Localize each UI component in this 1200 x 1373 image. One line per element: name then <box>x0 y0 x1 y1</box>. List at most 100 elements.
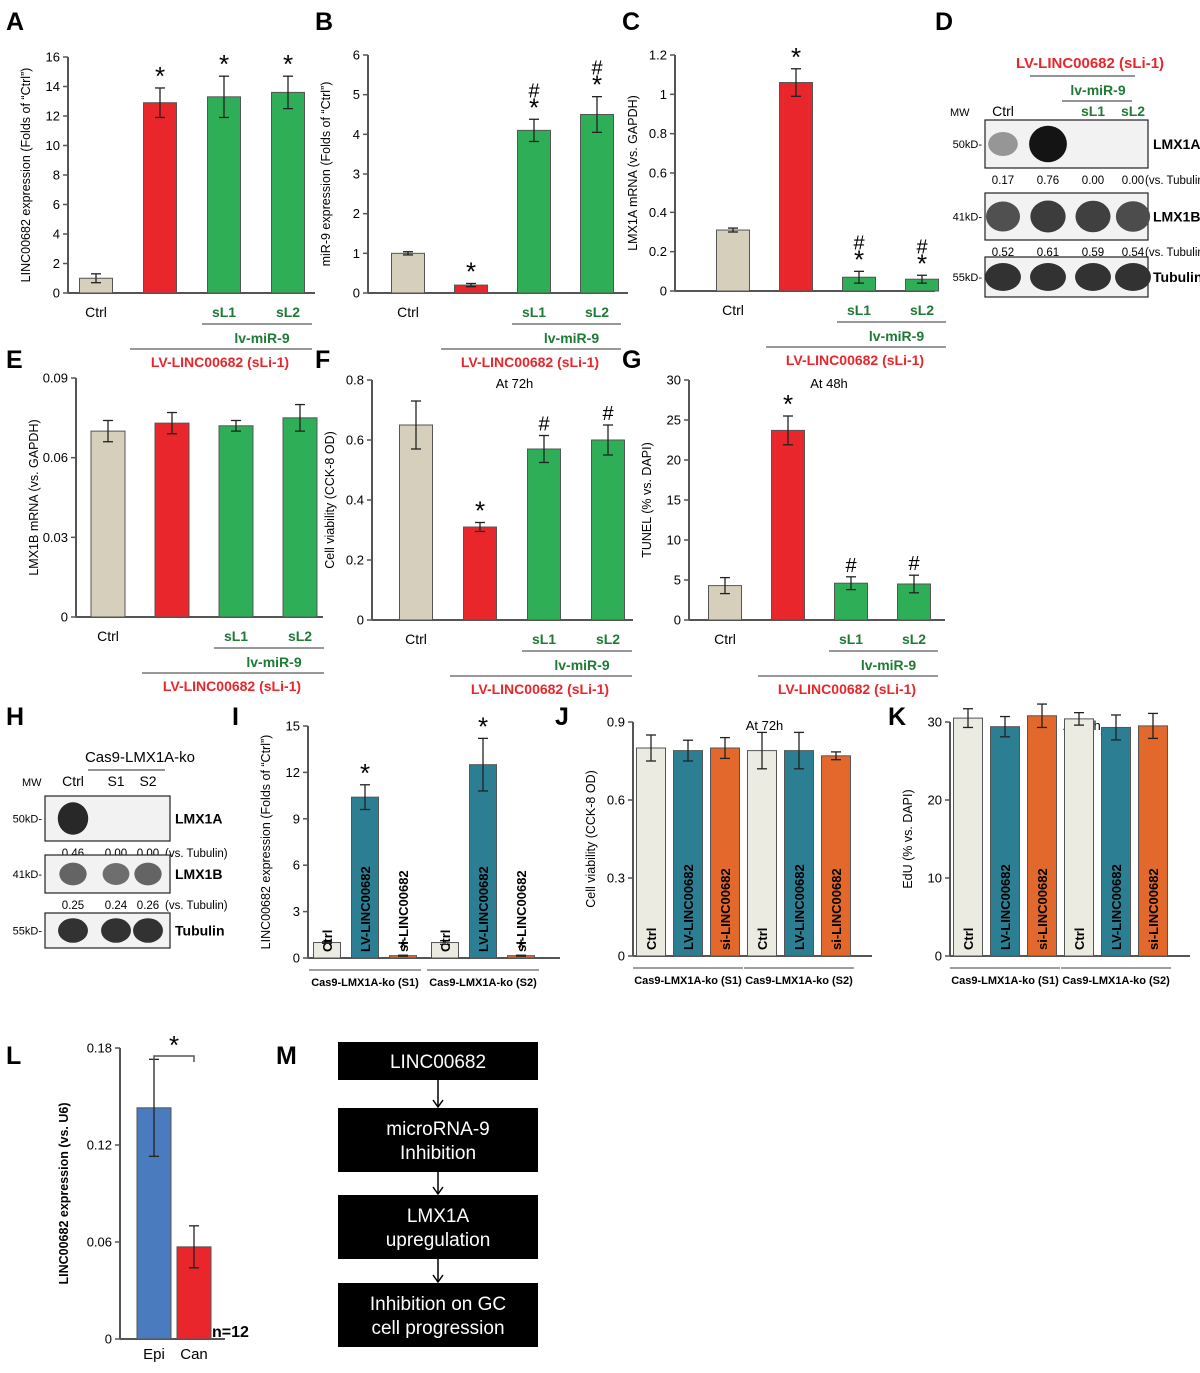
y-axis-label: EdU (% vs. DAPI) <box>901 789 915 888</box>
y-tick-label: 1.2 <box>649 48 667 63</box>
y-tick-label: 0.06 <box>43 450 68 465</box>
y-tick-label: 0 <box>618 949 625 964</box>
y-axis-label: Cell viability (CCK-8 OD) <box>584 770 598 908</box>
y-tick-label: 16 <box>46 50 60 65</box>
blot-band <box>988 132 1018 156</box>
y-tick-label: 4 <box>353 127 360 142</box>
flow-step-line: LMX1A <box>407 1206 470 1227</box>
blot-band <box>1115 201 1151 232</box>
bar <box>282 417 318 618</box>
bar-label: Ctrl <box>961 928 976 950</box>
bar <box>673 750 703 957</box>
y-tick-label: 0 <box>357 613 364 628</box>
x-tick-label: Ctrl <box>97 628 119 644</box>
bar <box>821 755 851 957</box>
bracket-label: lv-miR-9 <box>246 654 301 670</box>
flow-arrowhead <box>432 1186 444 1196</box>
panel-label-d: D <box>935 8 953 36</box>
protein-label: LMX1B <box>1153 209 1200 225</box>
x-tick-label: sL2 <box>596 631 620 647</box>
blot-band <box>59 862 87 886</box>
group-label: LV-LINC00682 (sLi-1) <box>163 678 301 694</box>
flow-step-text: LMX1A upregulation <box>386 1206 491 1251</box>
y-tick-label: 30 <box>667 373 681 388</box>
group-label: Cas9-LMX1A-ko (S2) <box>1062 975 1170 987</box>
quant-value: 0.17 <box>992 175 1014 187</box>
bar <box>1064 718 1094 957</box>
significance-mark: * <box>478 711 488 741</box>
x-tick-label: sL2 <box>585 304 609 320</box>
significance-mark: # <box>845 555 857 577</box>
x-tick-label: Can <box>180 1346 208 1363</box>
y-tick-label: 12 <box>46 109 60 124</box>
significance-mark: * <box>783 389 793 419</box>
protein-label: LMX1A <box>175 811 222 827</box>
quant-value: 0.76 <box>1037 175 1059 187</box>
quant-value: 0.25 <box>62 900 84 912</box>
y-tick-label: 0.03 <box>43 530 68 545</box>
significance-mark: * <box>529 92 539 122</box>
group-label: LV-LINC00682 (sLi-1) <box>786 352 924 368</box>
chart-e: 0 0.03 0.06 0.09 LMX1B mRNA (vs. GAPDH) Ctrl s… <box>27 371 324 694</box>
bracket-label: lv-miR-9 <box>861 657 916 673</box>
chart-l: 0 0.06 0.12 0.18 LINC00682 expression (vs. U… <box>57 1030 249 1363</box>
bar <box>771 429 805 621</box>
blot-band <box>133 918 163 943</box>
lane-label: Ctrl <box>992 103 1014 119</box>
bar-label: LV-LINC00682 <box>476 866 491 952</box>
lane-label: sL2 <box>1121 103 1145 119</box>
bar-label: si-LINC00682 <box>1035 868 1050 950</box>
bar-label: Ctrl <box>438 930 453 952</box>
bar-label: LV-LINC00682 <box>792 864 807 950</box>
x-tick-label: sL2 <box>902 631 926 647</box>
panel-label-g: G <box>622 346 641 374</box>
bar <box>747 750 777 957</box>
y-tick-label: 0.12 <box>87 1138 112 1153</box>
bar <box>784 750 814 957</box>
y-tick-label: 14 <box>46 79 60 94</box>
y-tick-label: 0 <box>935 949 942 964</box>
flow-step-line: upregulation <box>386 1230 491 1251</box>
panel-label-f: F <box>315 346 330 374</box>
bar <box>990 726 1020 957</box>
chart-g: 0 5 10 15 20 25 30 TUNEL (% vs. DAPI) At 48h Ctrl… <box>640 373 945 697</box>
blot-band <box>1075 200 1111 233</box>
bar-label: si-LINC00682 <box>514 870 529 952</box>
blot-title: Cas9-LMX1A-ko <box>85 749 195 766</box>
y-tick-label: 6 <box>53 197 60 212</box>
blot-band <box>1030 263 1066 291</box>
y-axis-label: Cell viability (CCK-8 OD) <box>323 431 337 569</box>
significance-mark: # <box>908 553 920 575</box>
chart-title: At 72h <box>746 718 784 733</box>
significance-mark: * <box>592 70 602 100</box>
blot-band <box>1075 263 1111 291</box>
y-tick-label: 1 <box>660 87 667 102</box>
significance-mark: * <box>283 49 293 79</box>
significance-mark: * <box>169 1030 179 1060</box>
y-tick-label: 8 <box>53 168 60 183</box>
bar <box>636 747 666 957</box>
bar <box>779 82 813 292</box>
bracket-label: lv-miR-9 <box>544 330 599 346</box>
x-tick-label: sL2 <box>910 302 934 318</box>
bar-label: Ctrl <box>755 928 770 950</box>
y-tick-label: 5 <box>353 87 360 102</box>
flow-step-text: LINC00682 <box>390 1052 486 1073</box>
protein-label: Tubulin <box>1153 269 1200 285</box>
bar <box>710 747 740 957</box>
flow-step-box <box>338 1042 538 1080</box>
y-tick-label: 2 <box>353 206 360 221</box>
mw-marker: 50kD- <box>13 814 43 826</box>
blot-band <box>102 862 130 886</box>
significance-mark: # <box>916 236 928 258</box>
blot-subtitle: lv-miR-9 <box>1070 82 1125 98</box>
x-tick-label: sL1 <box>224 628 248 644</box>
quant-value: 0.52 <box>992 247 1014 259</box>
quant-unit: (vs. Tubulin) <box>165 900 228 912</box>
flow-step-text: microRNA-9 Inhibition <box>386 1119 489 1164</box>
y-tick-label: 0.2 <box>346 553 364 568</box>
x-tick-label: Ctrl <box>714 631 736 647</box>
significance-mark: * <box>854 244 864 274</box>
bracket-label: lv-miR-9 <box>234 330 289 346</box>
y-tick-label: 0.8 <box>649 126 667 141</box>
